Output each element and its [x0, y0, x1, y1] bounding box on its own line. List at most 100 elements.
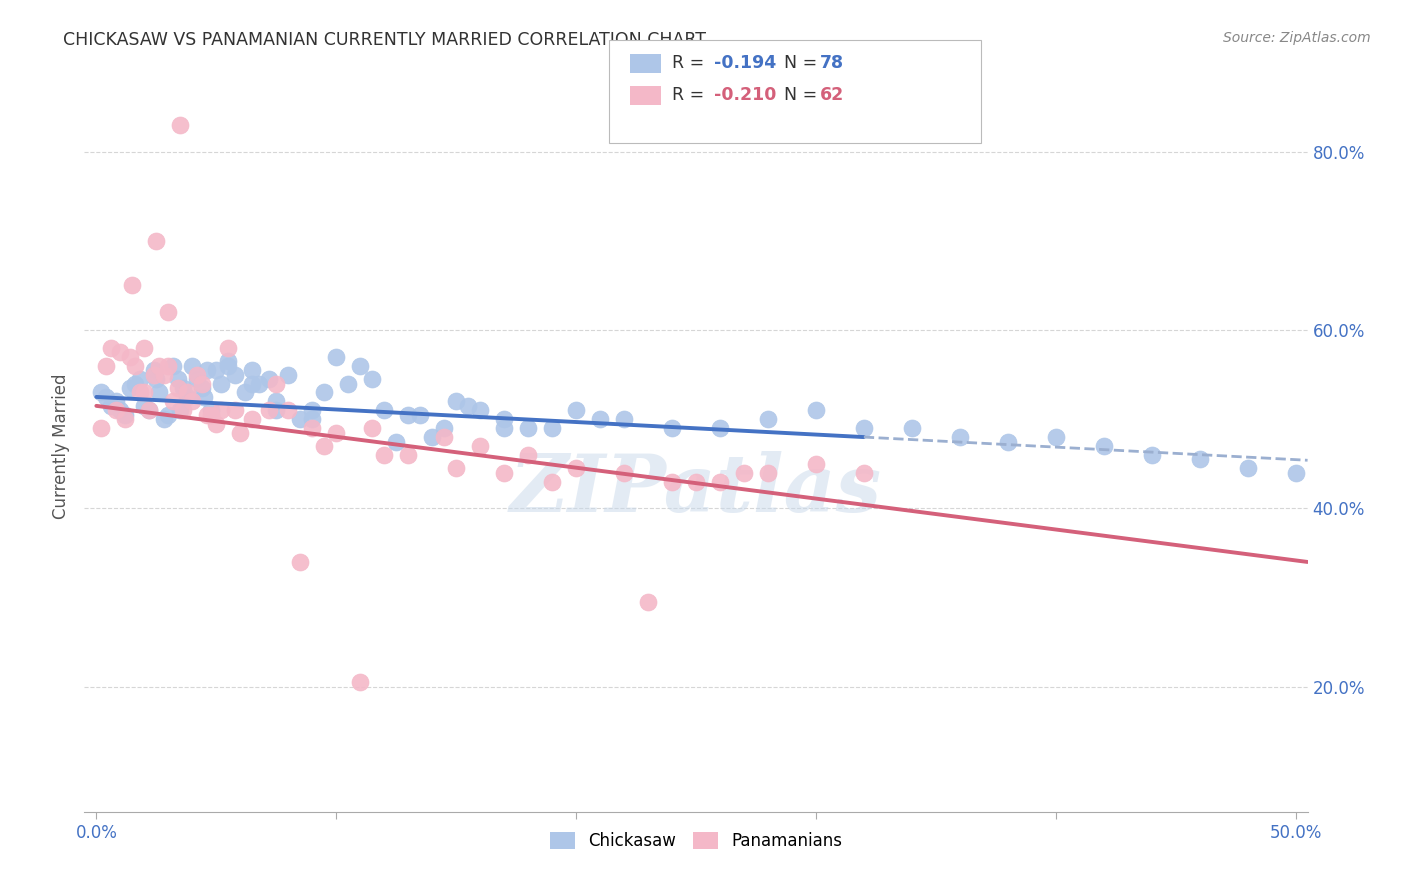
Point [100, 341, 122, 355]
Point [240, 376, 263, 391]
Point [110, 403, 132, 417]
Point [1140, 448, 1163, 462]
Point [176, 385, 198, 400]
Point [852, 421, 875, 435]
Point [997, 434, 1019, 449]
Point [200, 403, 222, 417]
Text: 62: 62 [820, 87, 844, 104]
Text: -0.210: -0.210 [714, 87, 776, 104]
Point [100, 399, 122, 413]
Point [1045, 430, 1067, 444]
Point [181, 394, 204, 409]
Point [169, 403, 191, 417]
Point [685, 475, 707, 489]
Point [134, 385, 156, 400]
Point [224, 403, 246, 417]
Point [264, 403, 287, 417]
Point [373, 448, 395, 462]
Point [541, 475, 564, 489]
Point [257, 403, 280, 417]
Point [494, 466, 516, 480]
Point [169, 118, 191, 132]
Point [224, 368, 246, 382]
Point [373, 403, 395, 417]
Point [325, 425, 347, 440]
Point [1284, 466, 1306, 480]
Point [157, 408, 180, 422]
Point [104, 403, 127, 417]
Point [121, 278, 143, 293]
Y-axis label: Currently Married: Currently Married [52, 373, 70, 519]
Point [325, 350, 347, 364]
Point [186, 368, 208, 382]
Point [157, 305, 180, 319]
Point [301, 403, 323, 417]
Point [145, 234, 167, 248]
Point [433, 430, 456, 444]
Point [138, 403, 160, 417]
Point [517, 421, 540, 435]
Point [249, 376, 271, 391]
Text: -0.194: -0.194 [714, 54, 776, 72]
Point [494, 421, 516, 435]
Point [804, 403, 827, 417]
Point [1188, 452, 1211, 467]
Point [172, 403, 194, 417]
Point [217, 354, 239, 368]
Point [240, 363, 263, 377]
Point [240, 412, 263, 426]
Point [193, 390, 215, 404]
Point [257, 372, 280, 386]
Point [277, 368, 299, 382]
Point [949, 430, 972, 444]
Point [148, 385, 170, 400]
Point [301, 412, 323, 426]
Point [433, 421, 456, 435]
Point [457, 399, 479, 413]
Point [637, 595, 659, 609]
Point [361, 421, 384, 435]
Point [124, 376, 146, 391]
Point [90, 385, 112, 400]
Point [114, 412, 136, 426]
Point [138, 403, 160, 417]
Point [128, 372, 150, 386]
Point [613, 466, 636, 480]
Text: ZIPatlas: ZIPatlas [510, 451, 882, 529]
Point [110, 345, 132, 359]
Point [167, 372, 190, 386]
Point [152, 412, 174, 426]
Point [191, 376, 214, 391]
Point [494, 412, 516, 426]
Point [145, 372, 167, 386]
Point [157, 359, 180, 373]
Point [290, 555, 312, 569]
Point [756, 412, 779, 426]
Point [264, 376, 287, 391]
Point [565, 403, 588, 417]
Point [152, 368, 174, 382]
Point [264, 394, 287, 409]
Legend: Chickasaw, Panamanians: Chickasaw, Panamanians [541, 823, 851, 858]
Point [314, 385, 336, 400]
Point [162, 394, 184, 409]
Point [444, 461, 467, 475]
Point [420, 430, 443, 444]
Point [229, 425, 252, 440]
Point [172, 381, 194, 395]
Text: 78: 78 [820, 54, 844, 72]
Point [756, 466, 779, 480]
Point [128, 385, 150, 400]
Point [290, 412, 312, 426]
Point [1092, 439, 1115, 453]
Point [94, 359, 117, 373]
Point [468, 439, 491, 453]
Point [541, 421, 564, 435]
Point [385, 434, 408, 449]
Text: R =: R = [672, 54, 710, 72]
Point [134, 341, 156, 355]
Point [396, 448, 419, 462]
Point [661, 475, 683, 489]
Point [804, 457, 827, 471]
Point [314, 439, 336, 453]
